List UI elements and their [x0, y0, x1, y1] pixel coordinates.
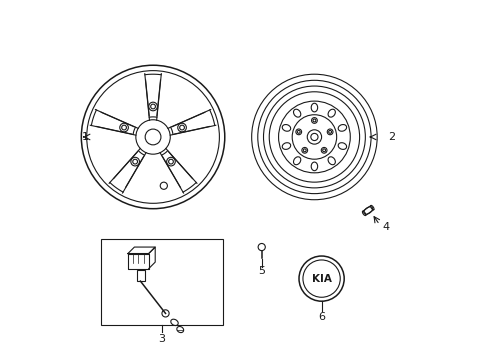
Text: 3: 3 [158, 333, 165, 343]
Text: KIA: KIA [311, 274, 331, 284]
Bar [137, 270, 144, 281]
Bar [101, 239, 223, 325]
Text: 2: 2 [387, 132, 394, 142]
Text: 6: 6 [318, 312, 325, 322]
Text: 1: 1 [81, 132, 88, 142]
Text: 4: 4 [382, 222, 389, 231]
Text: 5: 5 [258, 266, 264, 276]
